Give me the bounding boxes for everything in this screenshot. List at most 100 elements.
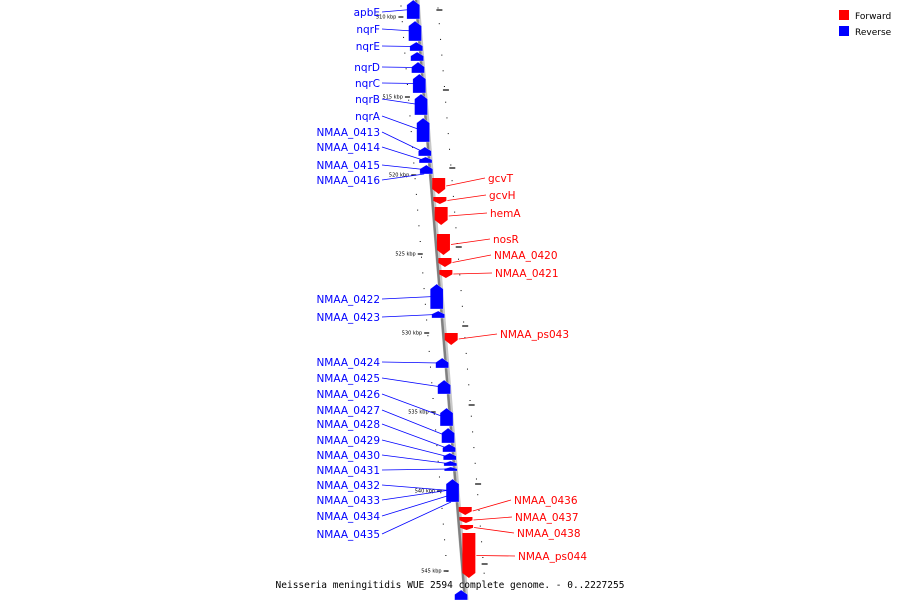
forward-gene-label: NMAA_0420	[494, 250, 558, 262]
leader-line	[458, 333, 498, 340]
reverse-gene-label: NMAA_0432	[316, 480, 380, 492]
reverse-gene-label: nqrB	[355, 94, 380, 106]
reverse-gene-label: nqrC	[355, 78, 380, 90]
gene-outline	[412, 73, 427, 94]
reverse-gene-label: NMAA_0429	[316, 435, 380, 447]
forward-gene-block	[439, 270, 453, 278]
forward-gene-block	[436, 234, 450, 255]
gene-labels: apbE nqrF nqrE nqrD nqrC nqrB nqrA NMAA_0413 NMA…	[316, 7, 587, 563]
genome-caption: Neisseria meningitidis WUE 2594 complete…	[276, 580, 625, 591]
reverse-gene-block	[437, 380, 451, 394]
reverse-gene-block	[441, 428, 455, 443]
gene-outline	[437, 379, 451, 395]
scale-label: 540 kbp	[415, 489, 435, 495]
forward-gene-block	[444, 333, 458, 345]
scale-label: 515 kbp	[383, 95, 403, 101]
gene-outline	[408, 20, 422, 42]
leader-line	[452, 254, 492, 263]
reverse-gene-label: NMAA_0435	[316, 529, 380, 541]
gene-outline	[410, 51, 424, 62]
reverse-gene-label: NMAA_0424	[316, 357, 380, 369]
legend-label-forward: Forward	[855, 12, 891, 22]
reverse-gene-label: nqrF	[356, 24, 380, 36]
forward-gene-block	[462, 533, 476, 578]
leader-line	[381, 98, 419, 105]
legend-swatch-forward	[839, 10, 849, 20]
legend: Forward Reverse	[839, 10, 892, 38]
forward-gene-block	[432, 178, 446, 194]
gene-outline	[443, 460, 458, 467]
leader-line	[381, 82, 417, 84]
leader-line	[381, 423, 447, 449]
leader-line	[446, 177, 486, 187]
gene-outline	[418, 146, 432, 157]
leader-line	[473, 516, 513, 521]
gene-outline	[414, 93, 428, 116]
reverse-gene-label: NMAA_0431	[316, 465, 380, 477]
leader-line	[381, 393, 445, 418]
gene-outline	[409, 41, 424, 52]
leader-line	[381, 484, 451, 491]
gene-outline	[443, 452, 457, 461]
forward-gene-block	[433, 197, 447, 204]
reverse-gene-label: NMAA_0414	[316, 142, 380, 154]
leader-line	[447, 194, 487, 201]
reverse-gene-block	[416, 118, 430, 142]
leader-line	[381, 131, 423, 152]
forward-gene-block	[438, 258, 452, 267]
leader-line	[381, 314, 436, 318]
label-leader-lines	[381, 9, 516, 557]
reverse-gene-label: NMAA_0434	[316, 511, 380, 523]
forward-gene-block	[459, 517, 473, 523]
reverse-gene-label: NMAA_0423	[316, 312, 380, 324]
leader-line	[472, 499, 512, 512]
reverse-gene-label: NMAA_0426	[316, 389, 380, 401]
reverse-gene-label: apbE	[354, 7, 380, 19]
forward-gene-label: NMAA_0438	[517, 528, 581, 540]
reverse-gene-block	[440, 408, 454, 426]
scale-label: 530 kbp	[402, 331, 422, 337]
tick-marks	[398, 5, 488, 574]
scale-label: 520 kbp	[389, 173, 409, 179]
leader-line	[381, 377, 442, 388]
leader-line	[476, 555, 516, 557]
leader-line	[448, 212, 488, 217]
forward-gene-block	[458, 507, 472, 515]
leader-line	[381, 494, 451, 517]
gene-outline	[442, 443, 456, 453]
leader-line	[381, 115, 421, 131]
reverse-gene-block	[406, 0, 420, 19]
gene-outline	[454, 589, 468, 600]
reverse-gene-label: NMAA_0413	[316, 127, 380, 139]
scale-label: 545 kbp	[421, 569, 441, 575]
gene-outline	[441, 427, 455, 444]
reverse-gene-label: nqrE	[356, 41, 380, 53]
leader-line	[381, 9, 411, 13]
gene-outline	[439, 407, 454, 427]
reverse-gene-block	[408, 21, 422, 41]
forward-gene-label: NMAA_ps044	[518, 551, 587, 563]
leader-line	[381, 296, 435, 300]
forward-gene-block	[460, 525, 474, 530]
reverse-gene-label: nqrD	[354, 62, 380, 74]
reverse-gene-label: NMAA_0428	[316, 419, 380, 431]
reverse-gene-label: NMAA_0427	[316, 405, 380, 417]
leader-line	[381, 28, 413, 32]
reverse-gene-block	[412, 74, 426, 93]
leader-line	[381, 173, 425, 181]
leader-line	[450, 238, 491, 245]
gene-outline	[435, 357, 449, 369]
gene-outline	[419, 164, 434, 175]
gene-outline	[429, 283, 444, 310]
gene-outline	[445, 478, 460, 503]
leader-line	[474, 527, 515, 534]
forward-gene-label: NMAA_0437	[515, 512, 579, 524]
forward-gene-label: gcvT	[488, 173, 514, 185]
reverse-gene-label: NMAA_0430	[316, 450, 380, 462]
gene-outline	[444, 466, 458, 472]
leader-line	[453, 272, 493, 275]
reverse-gene-label: NMAA_0415	[316, 160, 380, 172]
leader-line	[381, 409, 446, 436]
reverse-gene-label: NMAA_0433	[316, 495, 380, 507]
